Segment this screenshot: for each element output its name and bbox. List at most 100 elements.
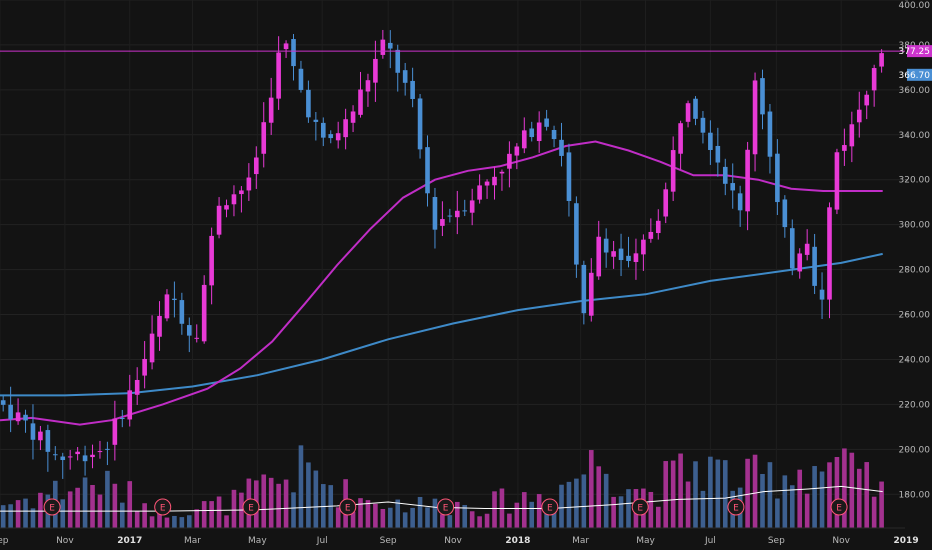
candle-body bbox=[715, 145, 721, 163]
candle-body bbox=[566, 152, 572, 201]
time-tick-label: Nov bbox=[56, 536, 74, 546]
candle-body bbox=[313, 119, 319, 122]
price-tick-label: 260.00 bbox=[899, 311, 931, 321]
candle-body bbox=[789, 228, 795, 269]
candle-body bbox=[603, 238, 609, 253]
time-tick-label: Jul bbox=[316, 536, 328, 546]
volume-bar bbox=[521, 492, 527, 528]
volume-bar bbox=[276, 483, 281, 528]
candle-body bbox=[90, 454, 95, 458]
time-tick-label: Nov bbox=[832, 536, 850, 546]
candle-body bbox=[425, 147, 430, 194]
candle-body bbox=[574, 203, 579, 265]
time-tick-label: Sep bbox=[768, 536, 785, 546]
volume-bar bbox=[149, 516, 155, 528]
candle-body bbox=[239, 190, 244, 195]
price-tick-label: 220.00 bbox=[899, 400, 931, 410]
price-axis[interactable]: 180.00 200.00 220.00 240.00 260.00 280.00 300.… bbox=[899, 0, 932, 550]
volume-bar bbox=[440, 514, 445, 528]
candle-body bbox=[693, 98, 698, 119]
earnings-label: E bbox=[547, 504, 553, 514]
volume-bar bbox=[216, 496, 222, 528]
candle-body bbox=[417, 98, 423, 150]
time-axis[interactable]: Sep Nov 2017 Mar May Jul Sep Nov 2018 Mar May Jul Se… bbox=[0, 527, 932, 550]
earnings-marker bbox=[437, 498, 455, 516]
volume-bar bbox=[618, 496, 624, 528]
candle-body bbox=[507, 153, 512, 169]
price-labels: 377.25 366.70 bbox=[899, 45, 932, 81]
volume-bar bbox=[514, 502, 520, 528]
candle-body bbox=[708, 132, 713, 151]
volume-bar bbox=[75, 487, 80, 528]
volume-bar bbox=[596, 466, 602, 528]
volume-bar bbox=[373, 503, 378, 528]
time-tick-label: May bbox=[636, 536, 655, 546]
candle-body bbox=[209, 235, 214, 286]
candle-body bbox=[410, 80, 415, 99]
candle-body bbox=[529, 128, 535, 138]
candle-body bbox=[618, 248, 624, 261]
candle-body bbox=[97, 451, 103, 453]
candle-body bbox=[648, 231, 654, 239]
earnings-label: E bbox=[637, 504, 643, 514]
candle-body bbox=[358, 89, 363, 115]
volume-bar bbox=[834, 457, 840, 528]
candle-body bbox=[82, 455, 88, 462]
volume-bar bbox=[157, 502, 162, 528]
volume-bar bbox=[700, 490, 706, 528]
volume-bar bbox=[425, 507, 430, 528]
volume-bar bbox=[142, 503, 147, 528]
volume-bar bbox=[387, 507, 393, 528]
price-tick-label: 320.00 bbox=[899, 176, 931, 186]
candle-body bbox=[685, 103, 691, 122]
candle-body bbox=[730, 183, 736, 191]
candle-body bbox=[298, 68, 304, 90]
price-tick-label: 280.00 bbox=[899, 266, 931, 276]
volume-average-line bbox=[0, 485, 883, 512]
volume-bar bbox=[417, 496, 423, 528]
candle-body bbox=[8, 404, 13, 420]
volume-bar bbox=[172, 515, 177, 528]
candle-body bbox=[514, 146, 520, 156]
volume-bar bbox=[112, 483, 118, 528]
time-tick-label: Sep bbox=[0, 536, 9, 546]
candle-body bbox=[879, 53, 884, 67]
candle-body bbox=[172, 298, 177, 301]
volume-bar bbox=[856, 468, 862, 528]
price-label-text: 366.70 bbox=[899, 71, 931, 81]
earnings-marker bbox=[339, 498, 357, 516]
candle-body bbox=[670, 150, 676, 192]
candle-body bbox=[283, 43, 289, 50]
volume-bar bbox=[268, 477, 274, 528]
volume-bar bbox=[320, 484, 326, 528]
volume-bar bbox=[447, 515, 453, 528]
price-tick-label: 360.00 bbox=[899, 86, 931, 96]
time-axis-background bbox=[0, 528, 932, 550]
price-label-box bbox=[907, 68, 932, 81]
candle-body bbox=[365, 80, 371, 92]
volume-bar bbox=[291, 492, 296, 528]
candle-body bbox=[864, 94, 870, 106]
earnings-label: E bbox=[345, 504, 351, 514]
candle-body bbox=[67, 456, 73, 458]
volume-bar bbox=[529, 501, 535, 528]
candle-body bbox=[492, 176, 497, 186]
candle-body bbox=[626, 255, 631, 261]
candle-body bbox=[306, 89, 311, 118]
candle-body bbox=[320, 122, 326, 138]
candle-body bbox=[119, 418, 125, 420]
volume-bar bbox=[469, 511, 475, 528]
volume-bar bbox=[179, 517, 185, 528]
volume-bar bbox=[722, 460, 728, 528]
volume-bar bbox=[752, 454, 758, 528]
candle-body bbox=[462, 210, 468, 212]
price-tick-label: 240.00 bbox=[899, 355, 931, 365]
candle-body bbox=[201, 284, 207, 342]
candle-body bbox=[767, 111, 773, 157]
volume-bar bbox=[477, 516, 482, 528]
candle-body bbox=[224, 205, 229, 210]
candle-body bbox=[700, 117, 706, 133]
candle-body bbox=[842, 145, 847, 151]
candle-body bbox=[291, 39, 296, 67]
